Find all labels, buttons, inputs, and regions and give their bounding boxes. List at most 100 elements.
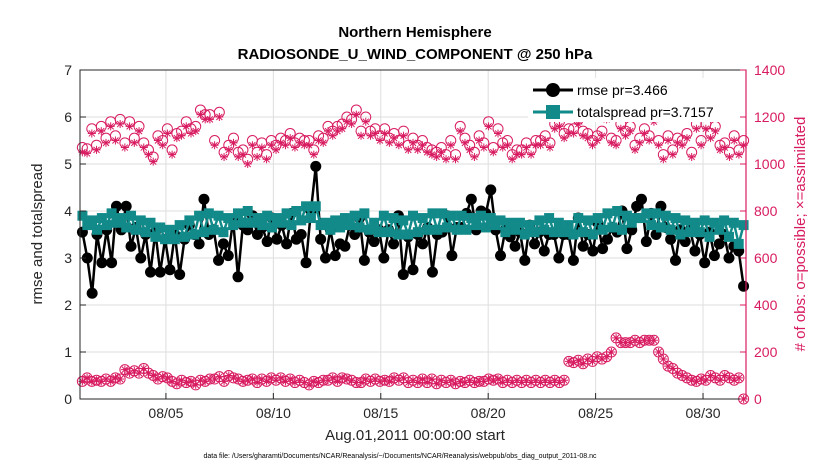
obs-assimilated-marker xyxy=(357,131,366,140)
obs-assimilated-marker xyxy=(149,157,158,166)
obs-assimilated-marker xyxy=(442,155,451,164)
rmse-marker xyxy=(640,236,652,248)
totalspread-marker xyxy=(252,213,263,224)
obs-assimilated-marker xyxy=(588,141,597,150)
rmse-marker xyxy=(300,257,312,269)
totalspread-marker xyxy=(101,220,112,231)
obs-assimilated-marker xyxy=(92,145,101,154)
y2-tick-label: 800 xyxy=(754,203,778,219)
totalspread-marker xyxy=(680,215,691,226)
obs-assimilated-marker xyxy=(527,150,536,159)
obs-assimilated-marker xyxy=(290,143,299,152)
totalspread-marker xyxy=(160,234,171,245)
rmse-marker xyxy=(553,252,565,264)
totalspread-marker xyxy=(349,210,360,221)
obs-assimilated-marker xyxy=(328,131,337,140)
obs-assimilated-marker xyxy=(659,355,668,364)
rmse-marker xyxy=(232,271,244,283)
obs-assimilated-marker xyxy=(489,148,498,157)
legend: rmse pr=3.466 totalspread pr=3.7157 xyxy=(528,78,740,122)
obs-assimilated-marker xyxy=(111,136,120,145)
rmse-marker xyxy=(635,193,647,205)
rmse-marker xyxy=(601,233,613,245)
totalspread-marker xyxy=(539,224,550,235)
totalspread-marker xyxy=(437,208,448,219)
obs-assimilated-marker xyxy=(711,127,720,136)
obs-assimilated-marker xyxy=(404,145,413,154)
totalspread-marker xyxy=(305,213,316,224)
totalspread-marker xyxy=(456,210,467,221)
y2-axis-label: # of obs: o=possible; ×=assimilated xyxy=(792,117,809,352)
totalspread-marker xyxy=(174,220,185,231)
obs-assimilated-marker xyxy=(347,120,356,129)
chart-subtitle: RADIOSONDE_U_WIND_COMPONENT @ 250 hPa xyxy=(238,46,593,63)
totalspread-marker xyxy=(617,224,628,235)
obs-assimilated-marker xyxy=(607,348,616,356)
totalspread-marker xyxy=(184,215,195,226)
obs-assimilated-marker xyxy=(120,143,129,152)
obs-assimilated-marker xyxy=(612,141,621,150)
data-file-footer: data file: /Users/gharamti/Documents/NCA… xyxy=(203,453,597,460)
obs-assimilated-marker xyxy=(446,376,455,385)
obs-assimilated-marker xyxy=(716,145,725,154)
totalspread-marker xyxy=(208,224,219,235)
totalspread-marker xyxy=(77,210,88,221)
obs-assimilated-marker xyxy=(498,143,507,152)
obs-assimilated-marker xyxy=(588,357,597,366)
obs-assimilated-marker xyxy=(597,131,606,140)
obs-assimilated-marker xyxy=(574,120,583,129)
rmse-marker xyxy=(222,250,234,262)
totalspread-marker xyxy=(685,227,696,238)
totalspread-marker xyxy=(87,215,98,226)
obs-assimilated-marker xyxy=(531,141,540,150)
totalspread-marker xyxy=(359,208,370,219)
obs-assimilated-marker xyxy=(730,136,739,145)
totalspread-marker xyxy=(262,210,273,221)
totalspread-marker xyxy=(427,208,438,219)
totalspread-marker xyxy=(218,227,229,238)
obs-assimilated-marker xyxy=(238,150,247,159)
obs-assimilated-marker xyxy=(668,150,677,159)
obs-assimilated-marker xyxy=(229,138,238,147)
totalspread-marker xyxy=(213,210,224,221)
obs-assimilated-marker xyxy=(545,143,554,152)
series-layer xyxy=(76,104,750,405)
totalspread-marker xyxy=(126,210,137,221)
legend-totalspread-marker xyxy=(546,105,560,119)
totalspread-marker xyxy=(723,231,734,242)
y2-tick-label: 0 xyxy=(754,391,762,407)
rmse-marker xyxy=(699,257,711,269)
obs-assimilated-marker xyxy=(248,375,257,384)
totalspread-marker xyxy=(578,227,589,238)
totalspread-marker xyxy=(150,231,161,242)
totalspread-marker xyxy=(519,229,530,240)
totalspread-marker xyxy=(534,215,545,226)
totalspread-marker xyxy=(480,222,491,233)
totalspread-marker xyxy=(344,220,355,231)
totalspread-marker xyxy=(408,210,418,221)
obs-assimilated-marker xyxy=(470,152,479,161)
y-axis-label: rmse and totalspread xyxy=(29,164,46,305)
obs-assimilated-marker xyxy=(163,373,172,382)
obs-assimilated-marker xyxy=(654,348,663,356)
totalspread-marker xyxy=(665,224,676,235)
obs-assimilated-marker xyxy=(484,122,493,131)
y-tick-label: 3 xyxy=(64,250,72,266)
obs-assimilated-marker xyxy=(300,141,309,150)
obs-assimilated-marker xyxy=(172,379,181,388)
totalspread-marker xyxy=(145,217,156,228)
obs-assimilated-marker xyxy=(456,127,465,136)
obs-assimilated-marker xyxy=(432,152,441,161)
rmse-marker xyxy=(670,254,682,266)
rmse-marker xyxy=(358,254,370,266)
x-tick-label: 08/10 xyxy=(256,405,291,421)
totalspread-marker xyxy=(675,229,686,240)
totalspread-marker xyxy=(257,220,268,231)
totalspread-marker xyxy=(92,224,103,235)
totalspread-marker xyxy=(476,210,487,221)
totalspread-marker xyxy=(670,213,681,224)
totalspread-marker xyxy=(573,213,584,224)
y2-tick-label: 1000 xyxy=(754,156,785,172)
totalspread-marker xyxy=(641,208,652,219)
